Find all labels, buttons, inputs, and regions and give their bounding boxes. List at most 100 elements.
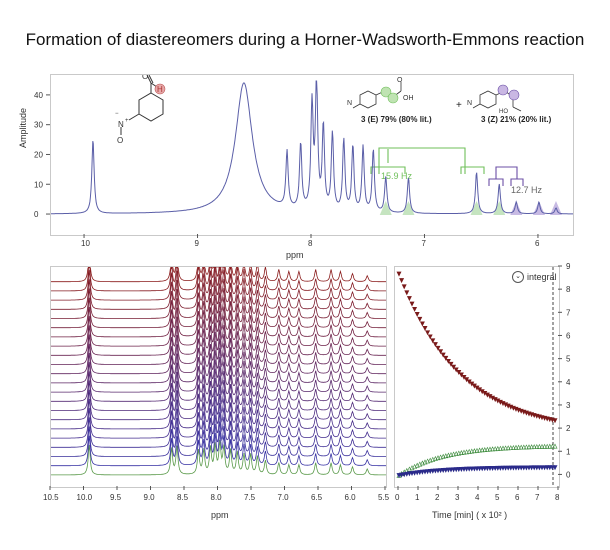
peak-highlight-3: [493, 201, 506, 216]
stacked-trace-19: [51, 266, 386, 301]
acid-o-label: O: [397, 77, 403, 84]
top-y-axis-label: Amplitude: [18, 107, 28, 148]
e-growth-point: [510, 444, 516, 450]
kin-x-tick-label: 4: [475, 493, 480, 502]
e-growth-point: [536, 443, 542, 449]
stack-x-tick-label: 8.0: [211, 493, 223, 502]
kin-x-tick-label: 7: [535, 493, 540, 502]
e-growth-point: [456, 450, 462, 456]
kin-y-tick-label: 4: [566, 378, 571, 387]
z-vinyl-h1-highlight: [497, 84, 509, 96]
e-growth-point: [529, 444, 535, 450]
stacked-trace-16: [51, 292, 386, 329]
top-x-tick-label: 8: [308, 239, 313, 248]
e-growth-point: [503, 445, 509, 451]
e-growth-point: [500, 445, 506, 451]
z-vinyl-h2-highlight: [508, 89, 520, 101]
stacked-trace-11: [51, 338, 386, 375]
e-growth-point: [464, 449, 470, 455]
e-nitro-n-label: N: [347, 100, 352, 107]
e-growth-point: [417, 461, 423, 467]
decay-point: [425, 330, 431, 336]
stack-x-tick-label: 7.5: [244, 493, 256, 502]
decay-point: [458, 372, 464, 378]
top-x-tick-label: 10: [81, 239, 90, 248]
integral-toggle[interactable]: ⌄ integral: [512, 271, 557, 283]
product-z-label: 3 (Z) 21% (20% lit.): [481, 115, 552, 124]
aldehyde-o-label: O: [142, 75, 148, 81]
e-growth-point: [526, 444, 532, 450]
e-growth-point: [482, 447, 488, 452]
chevron-down-icon: ⌄: [512, 271, 524, 283]
stacked-trace-13: [51, 320, 386, 356]
e-growth-point: [453, 450, 459, 456]
e-growth-point: [471, 448, 477, 454]
stack-x-tick-label: 10.5: [43, 493, 59, 502]
z-nitro-n-label: N: [467, 100, 472, 107]
e-vinyl-h2-highlight: [387, 92, 399, 104]
stacked-trace-21: [51, 266, 386, 283]
e-growth-point: [495, 445, 501, 451]
kin-y-tick-label: 7: [566, 308, 571, 317]
kin-x-tick-label: 0: [395, 493, 400, 502]
integral-label: integral: [527, 272, 557, 282]
aldehyde-structure: [120, 74, 164, 135]
decay-point: [409, 301, 415, 307]
stacked-trace-8: [51, 366, 386, 402]
e-growth-point: [492, 446, 498, 452]
e-growth-point: [531, 444, 537, 450]
e-growth-point: [458, 450, 464, 456]
stacked-trace-0: [51, 439, 386, 476]
decay-point: [427, 334, 433, 340]
decay-point: [432, 342, 438, 348]
decay-point: [399, 278, 405, 284]
stack-x-tick-label: 7.0: [278, 493, 290, 502]
e-growth-point: [518, 444, 524, 450]
e-growth-point: [490, 446, 496, 452]
e-growth-point: [466, 448, 472, 454]
kinetics-x-axis-label: Time [min] ( x 10² ): [432, 510, 508, 520]
stacked-trace-15: [51, 301, 386, 338]
kin-x-tick-label: 6: [515, 493, 520, 502]
kinetics-panel: [394, 266, 560, 488]
stacked-trace-6: [51, 384, 386, 421]
page-title: Formation of diastereomers during a Horn…: [25, 30, 585, 49]
e-growth-point: [544, 443, 550, 449]
e-growth-point: [513, 444, 519, 450]
spectrum-line: [51, 80, 573, 215]
decay-point: [417, 316, 423, 322]
stacked-trace-18: [51, 274, 386, 310]
e-growth-point: [497, 445, 503, 451]
e-growth-point: [487, 446, 493, 452]
stacked-trace-17: [51, 283, 386, 319]
top-x-tick-label: 9: [195, 239, 200, 248]
nmr-spectrum-panel: H O N + O − OH O N 3 (E) 79% (80% lit.) …: [50, 72, 574, 236]
kin-y-tick-label: 6: [566, 331, 571, 340]
decay-point: [440, 352, 446, 358]
peak-highlight-0: [379, 201, 392, 216]
kin-x-tick-label: 8: [555, 493, 560, 502]
stack-x-tick-label: 5.5: [378, 493, 390, 502]
e-growth-point: [542, 443, 548, 449]
e-growth-point: [484, 446, 490, 452]
stacked-trace-14: [51, 311, 386, 347]
stacked-spectra-panel: [50, 265, 387, 488]
kin-x-tick-label: 2: [435, 493, 440, 502]
decay-point: [451, 364, 457, 370]
e-growth-point: [549, 443, 555, 449]
nitro-o-label: O: [117, 136, 123, 145]
top-y-tick-label: 30: [34, 121, 43, 130]
decay-point: [404, 290, 410, 296]
stack-x-tick-label: 6.0: [345, 493, 357, 502]
stacked-trace-9: [51, 357, 386, 393]
e-growth-point: [516, 444, 522, 450]
kin-y-tick-label: 8: [566, 285, 571, 294]
stacked-trace-20: [51, 265, 386, 292]
e-growth-point: [461, 449, 467, 455]
top-x-tick-label: 7: [421, 239, 426, 248]
decay-point: [438, 349, 444, 355]
kinetics-plot: [396, 267, 558, 487]
e-growth-point: [539, 443, 545, 449]
stack-x-axis-label: ppm: [211, 510, 229, 520]
decay-point: [448, 361, 454, 367]
